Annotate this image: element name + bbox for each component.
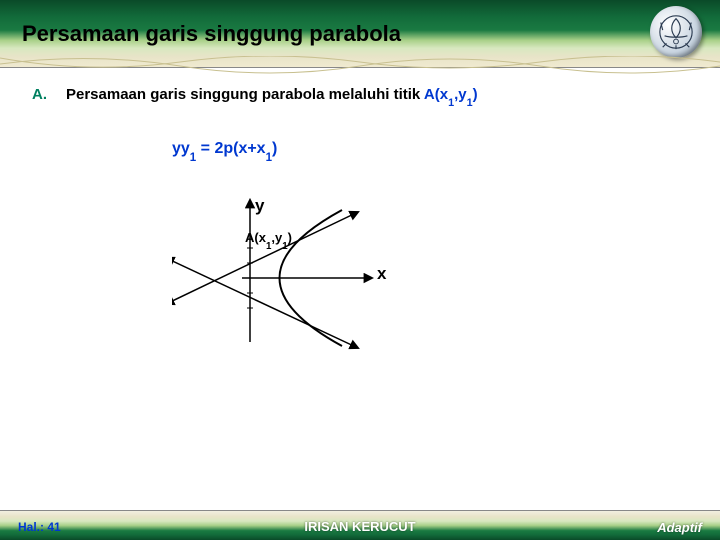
x-axis-label: x	[377, 264, 386, 284]
emblem-icon	[657, 13, 695, 51]
section-line: A. Persamaan garis singgung parabola mel…	[32, 86, 688, 106]
section-point: A(x1,y1)	[424, 86, 478, 103]
section-alpha: A.	[32, 86, 66, 103]
page-title: Persamaan garis singgung parabola	[0, 21, 401, 47]
slide-content: A. Persamaan garis singgung parabola mel…	[0, 68, 720, 362]
logo-emblem	[650, 6, 702, 58]
diagram-container: y A(x1,y1) x	[172, 192, 422, 362]
slide-footer: Hal.: 41 IRISAN KERUCUT Adaptif	[0, 510, 720, 540]
footer-title: IRISAN KERUCUT	[304, 519, 415, 534]
page-number: Hal.: 41	[18, 520, 61, 534]
section-text: Persamaan garis singgung parabola melalu…	[66, 86, 424, 103]
footer-right: Adaptif	[657, 520, 702, 535]
section-subtitle: Persamaan garis singgung parabola melalu…	[66, 86, 478, 106]
diagram-point-label: A(x1,y1)	[245, 230, 292, 249]
formula-text: yy1 = 2p(x+x1)	[172, 140, 688, 160]
y-axis-label: y	[255, 196, 264, 216]
